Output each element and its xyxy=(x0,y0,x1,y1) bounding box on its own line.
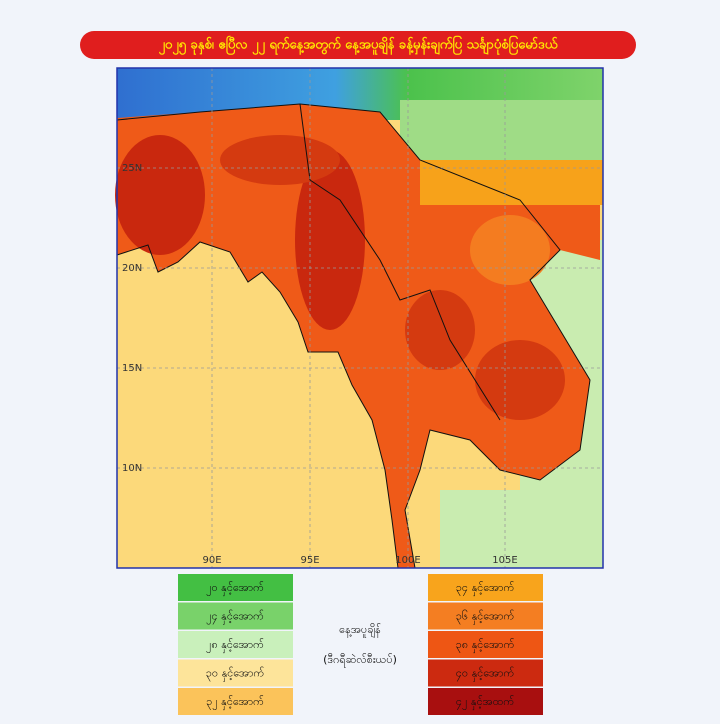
map xyxy=(115,67,604,569)
legend-swatch xyxy=(178,688,293,715)
legend-label: ၃၄ နှင့်အောက် xyxy=(456,581,515,596)
legend-swatch xyxy=(428,688,543,715)
legend-label: ၃၈ နှင့်အောက် xyxy=(456,638,515,653)
legend-unit: (ဒီဂရီဆဲလ်စီးယပ်) xyxy=(323,653,397,668)
legend-label: ၄၂ နှင့်အထက် xyxy=(456,695,515,710)
lat-label: 15N xyxy=(122,363,142,374)
lon-label: 100E xyxy=(395,555,420,566)
legend-swatch xyxy=(428,631,543,658)
lon-label: 105E xyxy=(492,555,517,566)
legend-label: ၂၈ နှင့်အောက် xyxy=(206,638,264,653)
legend-title: နေ့အပူချိန် xyxy=(339,623,381,638)
legend-label: ၄၀ နှင့်အောက် xyxy=(456,667,515,682)
title-pill xyxy=(80,31,636,59)
legend-swatch xyxy=(428,659,543,687)
legend-swatch xyxy=(178,574,293,601)
legend-label: ၂၀ နှင့်အောက် xyxy=(206,581,264,596)
legend-swatch xyxy=(178,631,293,658)
lon-label: 95E xyxy=(300,555,319,566)
legend-label: ၃၆ နှင့်အောက် xyxy=(456,610,515,625)
legend-swatch xyxy=(178,659,293,687)
lat-label: 25N xyxy=(122,163,142,174)
legend-label: ၃၀ နှင့်အောက် xyxy=(206,667,265,682)
legend-label: ၃၂ နှင့်အောက် xyxy=(206,695,264,710)
lat-label: 20N xyxy=(122,263,142,274)
legend-swatch xyxy=(178,602,293,630)
legend-swatch xyxy=(428,574,543,601)
legend-label: ၂၄ နှင့်အောက် xyxy=(206,610,264,625)
title: ၂၀၂၅ ခုနှစ်၊ ဧပြီလ ၂၂ ရက်နေ့အတွက် နေ့အပူ… xyxy=(159,35,558,56)
lon-label: 90E xyxy=(202,555,221,566)
legend-swatch xyxy=(428,602,543,630)
lat-label: 10N xyxy=(122,463,142,474)
